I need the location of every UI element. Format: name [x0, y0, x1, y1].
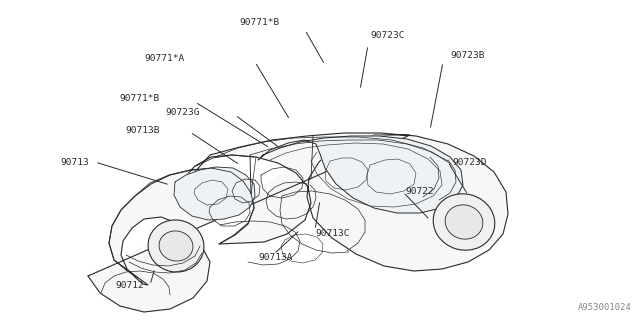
Text: 90713A: 90713A	[258, 253, 292, 262]
Text: 90713B: 90713B	[125, 125, 160, 134]
Text: 90713: 90713	[60, 157, 89, 166]
Text: 90722: 90722	[405, 188, 434, 196]
Text: A953001024: A953001024	[579, 303, 632, 312]
Polygon shape	[174, 167, 255, 220]
Text: 90771*B: 90771*B	[120, 93, 160, 102]
Text: 90771*A: 90771*A	[145, 53, 185, 62]
Text: 90723B: 90723B	[450, 51, 484, 60]
Text: 90723C: 90723C	[370, 30, 404, 39]
Ellipse shape	[445, 205, 483, 239]
Polygon shape	[258, 136, 463, 213]
Polygon shape	[88, 133, 508, 312]
Ellipse shape	[159, 231, 193, 261]
Ellipse shape	[433, 194, 495, 250]
Text: 90712: 90712	[115, 281, 144, 290]
Text: 90713C: 90713C	[315, 228, 349, 237]
Polygon shape	[88, 135, 506, 312]
Text: 90771*B: 90771*B	[240, 18, 280, 27]
Ellipse shape	[148, 220, 204, 272]
Text: 90723G: 90723G	[166, 108, 200, 116]
Text: 90723D: 90723D	[452, 157, 486, 166]
